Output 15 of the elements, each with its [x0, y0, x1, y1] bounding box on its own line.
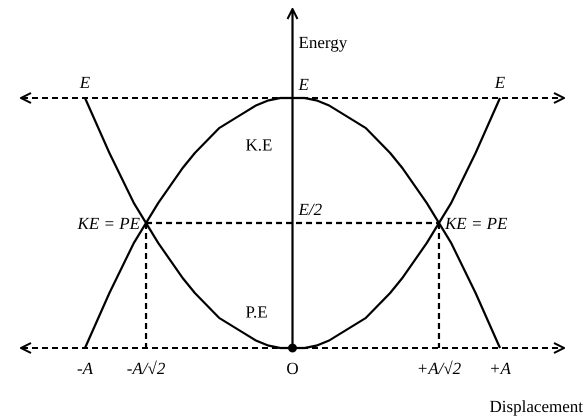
x-tick-label: O — [286, 359, 299, 378]
series-label: P.E — [245, 302, 268, 322]
x-tick-label: +A — [489, 359, 512, 378]
annotation: E — [78, 73, 91, 92]
x-tick-label: +A/√2 — [416, 359, 462, 378]
annotation: KE = PE — [76, 214, 141, 233]
annotation: E — [298, 75, 310, 94]
annotation: KE = PE — [444, 214, 508, 233]
y-axis-title: Energy — [298, 33, 348, 52]
annotation: E/2 — [298, 200, 323, 219]
x-tick-label: -A/√2 — [126, 359, 166, 378]
x-axis-title: Displacement — [490, 397, 584, 416]
series-label: K.E — [245, 136, 272, 154]
x-tick-label: -A — [76, 359, 94, 378]
annotation: E — [494, 73, 506, 92]
